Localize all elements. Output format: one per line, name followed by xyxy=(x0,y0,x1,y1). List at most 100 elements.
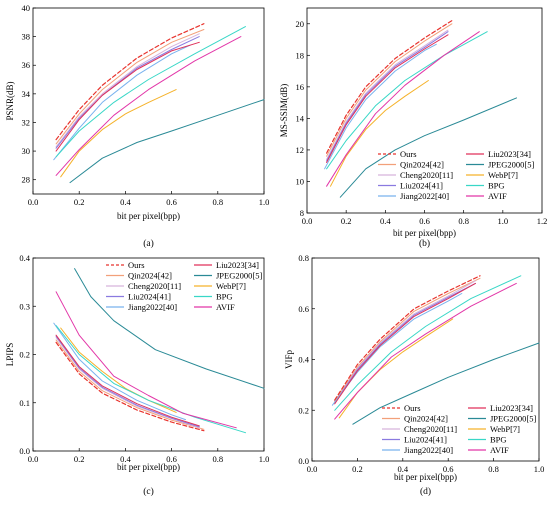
x-tick-label: 0.8 xyxy=(212,197,223,207)
series-line-avif xyxy=(334,282,517,420)
y-axis-label: LPIPS xyxy=(5,343,15,367)
legend-label: Cheng2020[11] xyxy=(128,281,181,291)
legend-label: Jiang2022[40] xyxy=(400,191,449,201)
x-tick-label: 0.6 xyxy=(166,197,177,207)
chart-2: 0.0 0.2 0.4 0.6 0.8 1.0 1.2 8 10 12 14 16 18 20 bit pe… xyxy=(279,7,548,249)
series-line-avif xyxy=(55,291,237,429)
series-line-jpeg2000-5 xyxy=(74,268,265,389)
legend-label: Jiang2022[40] xyxy=(404,445,453,455)
legend-label: WebP[7] xyxy=(490,424,520,434)
x-tick-label: 0.4 xyxy=(397,464,408,474)
y-tick-label: 0.4 xyxy=(298,355,309,365)
x-tick-label: 0.8 xyxy=(458,216,469,226)
y-axis-label: PSNR(dB) xyxy=(5,81,15,120)
y-tick-label: 16 xyxy=(296,82,305,92)
x-tick-label: 0.0 xyxy=(28,454,39,464)
series-line-avif xyxy=(55,36,242,176)
chart-1: 0.0 0.2 0.4 0.6 0.8 1.0 28 30 32 34 36 38 40 bit per … xyxy=(5,3,269,249)
x-tick-label: 0.0 xyxy=(28,197,39,207)
y-axis-label: VIFp xyxy=(284,350,294,370)
legend: Ours Liu2023[34] Qin2024[42] JPEG2000[5] Che… xyxy=(382,403,536,455)
series-line-bpg xyxy=(55,325,246,434)
x-tick-label: 0.4 xyxy=(380,216,391,226)
series-line-liu2024-41 xyxy=(55,36,200,149)
legend-label: Liu2023[34] xyxy=(490,403,533,413)
series-line-jpeg2000-5 xyxy=(69,99,265,184)
x-tick-label: 1.0 xyxy=(259,197,270,207)
legend-label: Qin2024[42] xyxy=(128,271,172,281)
y-tick-label: 20 xyxy=(296,19,305,29)
legend-label: Liu2024[41] xyxy=(400,181,443,191)
series-line-liu2024-41 xyxy=(334,282,476,404)
chart-4: 0.0 0.2 0.4 0.6 0.8 1.0 0.0 0.2 0.4 0.6 0.8 bit per… xyxy=(284,253,544,497)
y-tick-label: 0.4 xyxy=(19,253,30,263)
legend-label: Ours xyxy=(128,260,145,270)
x-axis-label: bit per pixel(bpp) xyxy=(394,472,457,482)
legend-label: Liu2023[34] xyxy=(488,149,531,159)
series-line-jiang2022-40 xyxy=(53,322,186,421)
y-tick-label: 0.0 xyxy=(298,456,309,466)
series-line-webp-7 xyxy=(330,80,429,187)
y-tick-label: 12 xyxy=(296,145,305,155)
series-line-avif xyxy=(326,31,480,187)
legend-label: AVIF xyxy=(490,445,509,455)
y-tick-label: 0.1 xyxy=(19,398,30,408)
legend-label: Qin2024[42] xyxy=(400,160,444,170)
x-tick-label: 0.2 xyxy=(74,454,85,464)
series-line-bpg xyxy=(55,26,246,158)
x-axis-label: bit per pixel(bpp) xyxy=(117,211,180,221)
legend-label: BPG xyxy=(216,292,233,302)
y-tick-label: 40 xyxy=(22,3,31,13)
series-line-qin2024-42 xyxy=(326,23,453,157)
chart-caption: (a) xyxy=(143,238,154,249)
x-tick-label: 0.6 xyxy=(419,216,430,226)
series-line-liu2024-41 xyxy=(55,335,200,428)
x-tick-label: 0.2 xyxy=(341,216,352,226)
legend-label: WebP[7] xyxy=(216,281,246,291)
y-tick-label: 0.2 xyxy=(19,350,30,360)
x-tick-label: 0.4 xyxy=(120,197,131,207)
y-tick-label: 36 xyxy=(22,60,31,70)
y-tick-label: 14 xyxy=(296,113,305,123)
x-tick-label: 1.0 xyxy=(498,216,509,226)
x-tick-label: 0.8 xyxy=(488,464,499,474)
series-line-jpeg2000-5 xyxy=(352,342,540,425)
y-tick-label: 32 xyxy=(22,117,31,127)
x-tick-label: 0.2 xyxy=(74,197,85,207)
series-line-cheng2020-11 xyxy=(55,337,200,429)
series-line-liu2023-34 xyxy=(55,41,200,152)
series-line-cheng2020-11 xyxy=(326,29,449,160)
x-tick-label: 1.2 xyxy=(537,216,548,226)
series-line-liu2023-34 xyxy=(334,282,476,405)
x-tick-label: 0.4 xyxy=(120,454,131,464)
chart-caption: (b) xyxy=(419,238,430,249)
series-line-ours xyxy=(55,23,205,141)
series-line-bpg xyxy=(334,275,522,411)
legend-label: Liu2024[41] xyxy=(128,292,171,302)
series-line-cheng2020-11 xyxy=(334,280,476,404)
legend-label: BPG xyxy=(488,181,505,191)
series-line-qin2024-42 xyxy=(55,29,205,145)
x-tick-label: 0.6 xyxy=(443,464,454,474)
x-tick-label: 0.0 xyxy=(307,464,318,474)
y-tick-label: 34 xyxy=(22,89,31,99)
series-line-liu2024-41 xyxy=(326,31,449,162)
legend-label: JPEG2000[5] xyxy=(488,160,534,170)
series-line-jiang2022-40 xyxy=(324,43,437,170)
chart-caption: (c) xyxy=(143,486,154,497)
series-line-cheng2020-11 xyxy=(55,33,200,148)
legend-label: WebP[7] xyxy=(488,170,518,180)
x-tick-label: 0.2 xyxy=(352,464,363,474)
legend-label: JPEG2000[5] xyxy=(490,414,536,424)
chart-caption: (d) xyxy=(420,486,431,497)
y-axis-label: MS-SSIM(dB) xyxy=(279,84,289,138)
series-line-bpg xyxy=(326,31,488,170)
series-line-jiang2022-40 xyxy=(331,293,463,406)
y-tick-label: 38 xyxy=(22,32,31,42)
series-line-ours xyxy=(326,20,453,154)
y-tick-label: 8 xyxy=(300,208,304,218)
series-line-webp-7 xyxy=(60,89,177,178)
series-line-liu2023-34 xyxy=(55,334,200,427)
